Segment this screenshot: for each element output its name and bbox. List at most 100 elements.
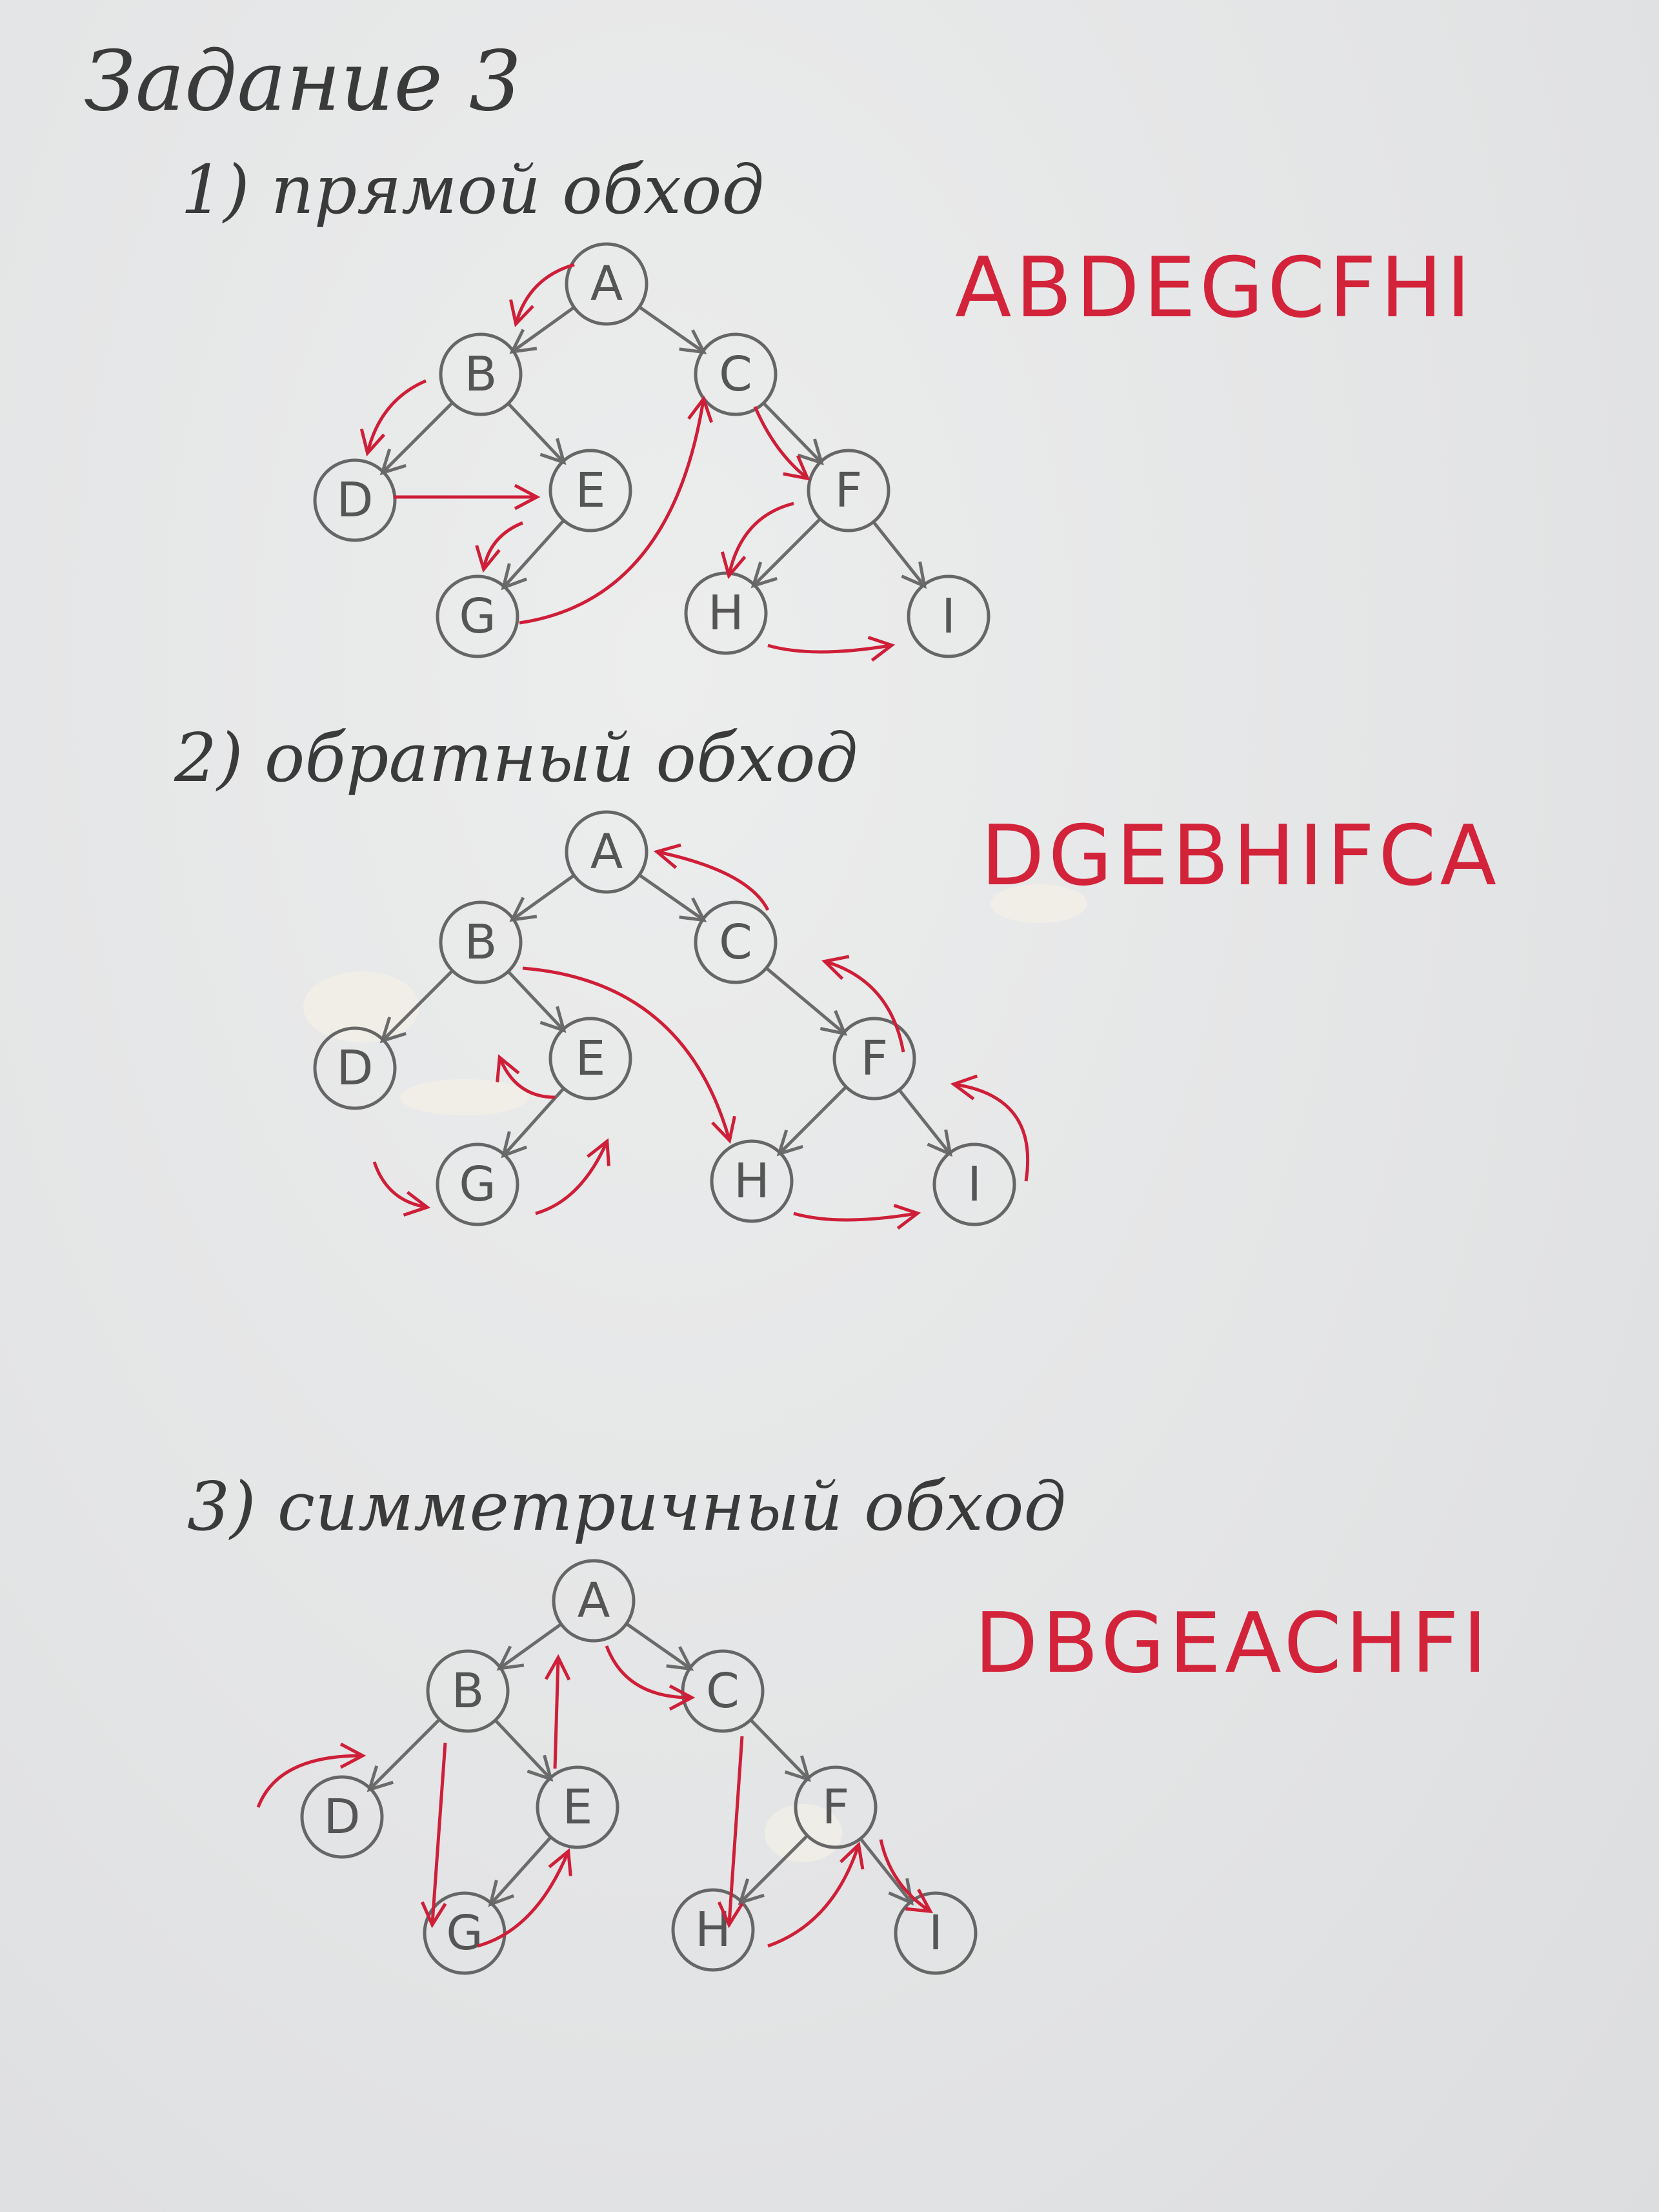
node-label: E bbox=[576, 1031, 606, 1086]
node-label: B bbox=[452, 1663, 485, 1719]
tree-node-a: A bbox=[565, 242, 649, 326]
tree-node-i: I bbox=[932, 1142, 1016, 1226]
tree-edge-f-i bbox=[859, 1837, 914, 1906]
node-label: H bbox=[734, 1153, 770, 1209]
node-circle bbox=[694, 900, 778, 984]
binary-tree: A B C D E G F H I bbox=[313, 242, 990, 662]
traversal-arrow bbox=[605, 1645, 696, 1711]
tree-node-c: C bbox=[694, 332, 778, 416]
tree-edge-b-e bbox=[494, 1719, 554, 1782]
tree-edge-a-b bbox=[496, 1623, 563, 1671]
tree-edge-b-d bbox=[379, 401, 454, 476]
node-label: A bbox=[578, 1573, 610, 1629]
traversal-arrow bbox=[821, 955, 905, 1053]
node-label: G bbox=[459, 589, 496, 644]
node-circle bbox=[439, 332, 523, 416]
tree-node-g: G bbox=[436, 574, 519, 658]
node-circle bbox=[436, 1142, 519, 1226]
traversal-arrow bbox=[372, 1161, 431, 1217]
section-inorder: 3) симметричный обход D B G E A C H FI A B C D E G F H… bbox=[187, 1467, 1487, 1975]
node-circle bbox=[807, 449, 890, 533]
tree-node-h: H bbox=[671, 1888, 755, 1972]
section-heading: 3) симметричный обход bbox=[187, 1467, 1066, 1546]
node-circle bbox=[439, 900, 523, 984]
correction-fluid-blot bbox=[400, 1079, 529, 1115]
node-label: G bbox=[446, 1905, 483, 1961]
node-label: F bbox=[835, 463, 863, 518]
traversal-arrow bbox=[720, 502, 794, 580]
traversal-arrow bbox=[496, 1054, 556, 1099]
node-circle bbox=[552, 1559, 636, 1643]
node-label: C bbox=[719, 915, 752, 970]
tree-edge-f-i bbox=[872, 520, 927, 589]
tree-edge-b-e bbox=[507, 402, 567, 465]
worksheet-title: Задание 3 bbox=[84, 34, 521, 130]
tree-node-a: A bbox=[565, 810, 649, 894]
traversal-result: ABDEGCFHI bbox=[955, 240, 1474, 336]
tree-node-d: D bbox=[300, 1775, 384, 1859]
traversal-arrow bbox=[509, 263, 575, 328]
tree-edge-a-c bbox=[625, 1622, 694, 1671]
tree-node-e: E bbox=[548, 449, 632, 533]
node-label: I bbox=[941, 589, 956, 644]
tree-node-c: C bbox=[681, 1649, 765, 1733]
node-label: B bbox=[465, 347, 498, 402]
tree-edge-c-f bbox=[749, 1718, 811, 1782]
tree-node-f: F bbox=[832, 1017, 916, 1101]
node-label: D bbox=[337, 472, 374, 528]
tree-node-f: F bbox=[794, 1765, 878, 1849]
node-circle bbox=[426, 1649, 510, 1733]
tree-edge-a-c bbox=[638, 305, 707, 354]
traversal-arrow bbox=[767, 636, 896, 662]
node-circle bbox=[794, 1765, 878, 1849]
node-circle bbox=[548, 1017, 632, 1101]
node-circle bbox=[548, 449, 632, 533]
tree-edge-e-g bbox=[501, 519, 565, 591]
node-circle bbox=[313, 458, 397, 542]
binary-tree: A B C D E G F H I bbox=[313, 810, 1030, 1230]
tree-edge-c-f bbox=[765, 966, 848, 1036]
tree-edge-a-c bbox=[638, 873, 707, 922]
tree-node-f: F bbox=[807, 449, 890, 533]
node-label: E bbox=[576, 463, 606, 518]
traversal-arrow bbox=[793, 1204, 921, 1230]
tree-edge-e-g bbox=[501, 1087, 565, 1159]
tree-node-i: I bbox=[894, 1891, 978, 1975]
node-circle bbox=[565, 810, 649, 894]
node-circle bbox=[710, 1139, 794, 1223]
tree-node-c: C bbox=[694, 900, 778, 984]
tree-node-i: I bbox=[907, 574, 990, 658]
node-label: H bbox=[695, 1902, 731, 1958]
tree-node-b: B bbox=[439, 332, 523, 416]
node-label: D bbox=[324, 1789, 361, 1845]
node-label: H bbox=[708, 585, 744, 641]
node-label: E bbox=[563, 1780, 593, 1835]
tree-edge-f-h bbox=[750, 518, 821, 589]
traversal-arrow bbox=[519, 395, 714, 625]
binary-tree: A B C D E G F H I bbox=[256, 1559, 978, 1975]
node-label: A bbox=[590, 256, 623, 312]
node-label: F bbox=[861, 1031, 889, 1086]
traversal-arrow bbox=[753, 406, 810, 481]
traversal-arrow bbox=[544, 1654, 571, 1769]
traversal-arrow bbox=[767, 1842, 865, 1948]
traversal-arrow bbox=[950, 1074, 1030, 1182]
traversal-arrow bbox=[535, 1138, 610, 1215]
node-circle bbox=[832, 1017, 916, 1101]
tree-node-e: E bbox=[536, 1765, 619, 1849]
traversal-arrow bbox=[879, 1839, 934, 1914]
traversal-arrow bbox=[522, 966, 736, 1144]
node-label: D bbox=[337, 1040, 374, 1096]
node-circle bbox=[436, 574, 519, 658]
traversal-arrow bbox=[256, 1742, 367, 1808]
traversal-arrow bbox=[475, 521, 523, 573]
tree-edge-f-i bbox=[898, 1088, 952, 1157]
tree-edge-b-d bbox=[379, 969, 454, 1044]
node-circle bbox=[671, 1888, 755, 1972]
tree-edge-b-d bbox=[367, 1718, 441, 1792]
node-label: A bbox=[590, 824, 623, 880]
traversal-arrow bbox=[421, 1742, 447, 1929]
node-circle bbox=[694, 332, 778, 416]
node-label: C bbox=[719, 347, 752, 402]
